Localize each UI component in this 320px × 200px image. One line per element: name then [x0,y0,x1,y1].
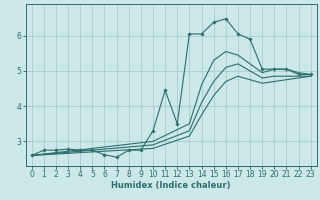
X-axis label: Humidex (Indice chaleur): Humidex (Indice chaleur) [111,181,231,190]
